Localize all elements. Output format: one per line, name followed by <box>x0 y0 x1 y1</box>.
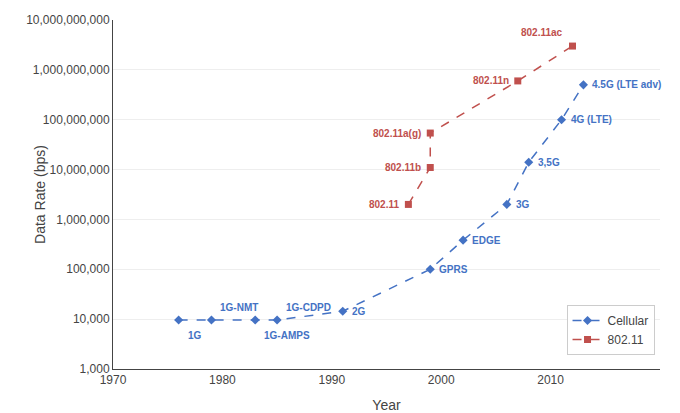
svg-text:802.11b: 802.11b <box>385 162 421 173</box>
svg-text:Year: Year <box>372 397 401 413</box>
svg-text:1970: 1970 <box>100 373 127 387</box>
svg-text:Data Rate (bps): Data Rate (bps) <box>32 145 48 244</box>
svg-text:802.11: 802.11 <box>369 199 399 210</box>
svg-text:10,000,000: 10,000,000 <box>50 163 110 177</box>
svg-text:1G-AMPS: 1G-AMPS <box>264 330 310 341</box>
svg-text:1980: 1980 <box>209 373 236 387</box>
svg-text:3G: 3G <box>516 199 530 210</box>
svg-text:100,000: 100,000 <box>66 262 110 276</box>
svg-text:1G-NMT: 1G-NMT <box>220 302 258 313</box>
svg-text:802.11a(g): 802.11a(g) <box>373 128 421 139</box>
svg-text:4G (LTE): 4G (LTE) <box>571 114 612 125</box>
svg-text:2010: 2010 <box>537 373 564 387</box>
svg-text:GPRS: GPRS <box>439 264 468 275</box>
svg-text:1G-CDPD: 1G-CDPD <box>286 302 331 313</box>
svg-text:100,000,000: 100,000,000 <box>43 113 110 127</box>
svg-text:1G: 1G <box>188 330 202 341</box>
svg-text:1,000,000,000: 1,000,000,000 <box>33 63 110 77</box>
svg-text:802.11: 802.11 <box>608 333 644 347</box>
svg-text:3,5G: 3,5G <box>538 157 560 168</box>
svg-text:10,000,000,000: 10,000,000,000 <box>26 13 110 27</box>
svg-text:EDGE: EDGE <box>472 235 501 246</box>
svg-text:1,000,000: 1,000,000 <box>56 213 110 227</box>
svg-text:Cellular: Cellular <box>608 314 649 328</box>
svg-text:2000: 2000 <box>428 373 455 387</box>
svg-text:10,000: 10,000 <box>73 312 110 326</box>
svg-text:802.11n: 802.11n <box>473 75 509 86</box>
svg-text:1990: 1990 <box>318 373 345 387</box>
svg-text:4.5G (LTE adv): 4.5G (LTE adv) <box>592 79 661 90</box>
svg-text:1,000: 1,000 <box>80 362 110 376</box>
svg-text:802.11ac: 802.11ac <box>521 27 563 38</box>
svg-text:2G: 2G <box>352 306 366 317</box>
